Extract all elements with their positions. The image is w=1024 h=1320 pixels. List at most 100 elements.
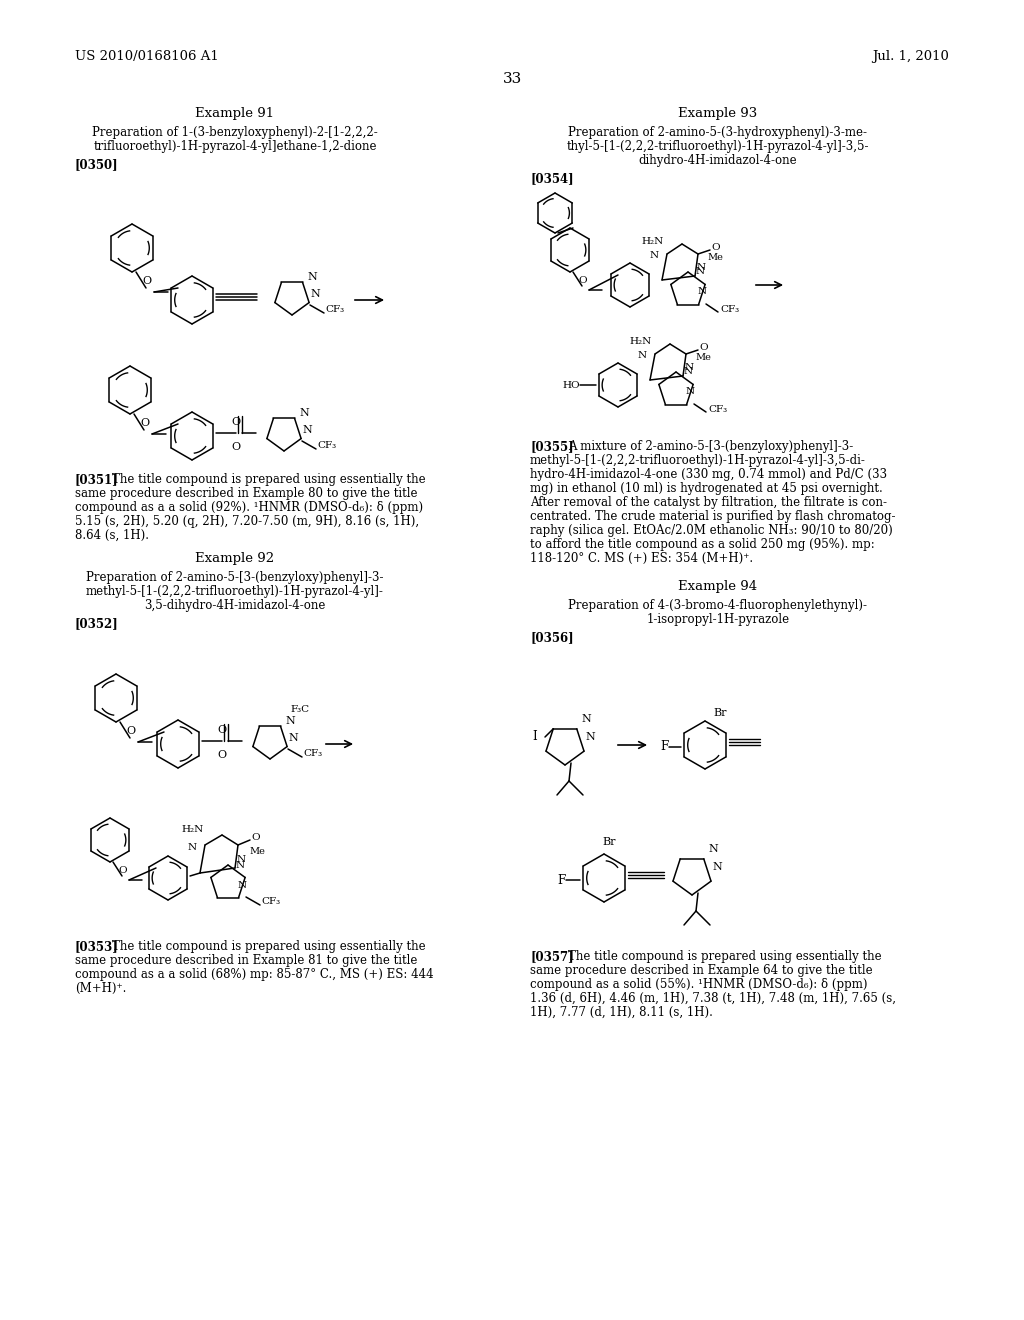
Text: [0357]: [0357] — [530, 950, 573, 964]
Text: CF₃: CF₃ — [708, 404, 727, 413]
Text: F₃C: F₃C — [290, 705, 309, 714]
Text: raphy (silica gel. EtOAc/2.0M ethanolic NH₃: 90/10 to 80/20): raphy (silica gel. EtOAc/2.0M ethanolic … — [530, 524, 893, 537]
Text: N: N — [236, 861, 245, 870]
Text: A mixture of 2-amino-5-[3-(benzyloxy)phenyl]-3-: A mixture of 2-amino-5-[3-(benzyloxy)phe… — [568, 440, 853, 453]
Text: CF₃: CF₃ — [303, 750, 323, 759]
Text: Example 93: Example 93 — [678, 107, 758, 120]
Text: After removal of the catalyst by filtration, the filtrate is con-: After removal of the catalyst by filtrat… — [530, 496, 887, 510]
Text: O: O — [231, 417, 241, 426]
Text: H₂N: H₂N — [642, 236, 664, 246]
Text: O: O — [140, 418, 150, 428]
Text: N: N — [285, 715, 295, 726]
Text: N: N — [698, 288, 708, 297]
Text: hydro-4H-imidazol-4-one (330 mg, 0.74 mmol) and Pd/C (33: hydro-4H-imidazol-4-one (330 mg, 0.74 mm… — [530, 469, 887, 480]
Text: N: N — [585, 733, 595, 742]
Text: Example 92: Example 92 — [196, 552, 274, 565]
Text: [0355]: [0355] — [530, 440, 573, 453]
Text: O: O — [217, 725, 226, 735]
Text: N: N — [302, 425, 311, 436]
Text: N: N — [638, 351, 647, 360]
Text: Preparation of 2-amino-5-(3-hydroxyphenyl)-3-me-: Preparation of 2-amino-5-(3-hydroxypheny… — [568, 125, 867, 139]
Text: to afford the title compound as a solid 250 mg (95%). mp:: to afford the title compound as a solid … — [530, 539, 874, 550]
Text: same procedure described in Example 64 to give the title: same procedure described in Example 64 t… — [530, 964, 872, 977]
Text: 3,5-dihydro-4H-imidazol-4-one: 3,5-dihydro-4H-imidazol-4-one — [144, 599, 326, 612]
Text: N: N — [712, 862, 722, 873]
Text: mg) in ethanol (10 ml) is hydrogenated at 45 psi overnight.: mg) in ethanol (10 ml) is hydrogenated a… — [530, 482, 883, 495]
Text: [0351]: [0351] — [75, 473, 119, 486]
Text: dihydro-4H-imidazol-4-one: dihydro-4H-imidazol-4-one — [639, 154, 798, 168]
Text: I: I — [532, 730, 537, 743]
Text: N: N — [288, 733, 298, 743]
Text: N: N — [685, 363, 694, 372]
Text: N: N — [697, 264, 707, 272]
Text: CF₃: CF₃ — [317, 441, 336, 450]
Text: O: O — [578, 276, 587, 285]
Text: Example 91: Example 91 — [196, 107, 274, 120]
Text: The title compound is prepared using essentially the: The title compound is prepared using ess… — [568, 950, 882, 964]
Text: methyl-5-[1-(2,2,2-trifluoroethyl)-1H-pyrazol-4-yl]-3,5-di-: methyl-5-[1-(2,2,2-trifluoroethyl)-1H-py… — [530, 454, 866, 467]
Text: 1H), 7.77 (d, 1H), 8.11 (s, 1H).: 1H), 7.77 (d, 1H), 8.11 (s, 1H). — [530, 1006, 713, 1019]
Text: Preparation of 4-(3-bromo-4-fluorophenylethynyl)-: Preparation of 4-(3-bromo-4-fluorophenyl… — [568, 599, 867, 612]
Text: (M+H)⁺.: (M+H)⁺. — [75, 982, 126, 995]
Text: compound as a a solid (92%). ¹HNMR (DMSO-d₆): δ (ppm): compound as a a solid (92%). ¹HNMR (DMSO… — [75, 502, 423, 513]
Text: O: O — [231, 442, 241, 451]
Text: O: O — [142, 276, 152, 286]
Text: HO: HO — [562, 380, 580, 389]
Text: The title compound is prepared using essentially the: The title compound is prepared using ess… — [112, 473, 426, 486]
Text: N: N — [708, 843, 718, 854]
Text: N: N — [238, 880, 247, 890]
Text: compound as a solid (55%). ¹HNMR (DMSO-d₆): δ (ppm): compound as a solid (55%). ¹HNMR (DMSO-d… — [530, 978, 867, 991]
Text: Jul. 1, 2010: Jul. 1, 2010 — [872, 50, 949, 63]
Text: F: F — [660, 741, 669, 754]
Text: CF₃: CF₃ — [720, 305, 739, 314]
Text: compound as a a solid (68%) mp: 85-87° C., MS (+) ES: 444: compound as a a solid (68%) mp: 85-87° C… — [75, 968, 433, 981]
Text: Preparation of 2-amino-5-[3-(benzyloxy)phenyl]-3-: Preparation of 2-amino-5-[3-(benzyloxy)p… — [86, 572, 384, 583]
Text: O: O — [217, 750, 226, 760]
Text: 1-isopropyl-1H-pyrazole: 1-isopropyl-1H-pyrazole — [646, 612, 790, 626]
Text: H₂N: H₂N — [630, 337, 652, 346]
Text: [0352]: [0352] — [75, 616, 119, 630]
Text: H₂N: H₂N — [181, 825, 204, 834]
Text: same procedure described in Example 80 to give the title: same procedure described in Example 80 t… — [75, 487, 418, 500]
Text: Br: Br — [602, 837, 615, 847]
Text: O: O — [711, 243, 720, 252]
Text: [0354]: [0354] — [530, 172, 573, 185]
Text: N: N — [581, 714, 591, 723]
Text: N: N — [237, 855, 246, 865]
Text: N: N — [299, 408, 309, 418]
Text: O: O — [126, 726, 135, 737]
Text: N: N — [650, 252, 659, 260]
Text: thyl-5-[1-(2,2,2-trifluoroethyl)-1H-pyrazol-4-yl]-3,5-: thyl-5-[1-(2,2,2-trifluoroethyl)-1H-pyra… — [566, 140, 869, 153]
Text: 118-120° C. MS (+) ES: 354 (M+H)⁺.: 118-120° C. MS (+) ES: 354 (M+H)⁺. — [530, 552, 753, 565]
Text: trifluoroethyl)-1H-pyrazol-4-yl]ethane-1,2-dione: trifluoroethyl)-1H-pyrazol-4-yl]ethane-1… — [93, 140, 377, 153]
Text: N: N — [684, 367, 693, 376]
Text: N: N — [187, 842, 197, 851]
Text: [0353]: [0353] — [75, 940, 119, 953]
Text: O: O — [118, 866, 127, 875]
Text: N: N — [686, 388, 695, 396]
Text: Preparation of 1-(3-benzyloxyphenyl)-2-[1-2,2,2-: Preparation of 1-(3-benzyloxyphenyl)-2-[… — [92, 125, 378, 139]
Text: 5.15 (s, 2H), 5.20 (q, 2H), 7.20-7.50 (m, 9H), 8.16 (s, 1H),: 5.15 (s, 2H), 5.20 (q, 2H), 7.20-7.50 (m… — [75, 515, 419, 528]
Text: Me: Me — [707, 253, 723, 263]
Text: [0356]: [0356] — [530, 631, 573, 644]
Text: The title compound is prepared using essentially the: The title compound is prepared using ess… — [112, 940, 426, 953]
Text: O: O — [251, 833, 260, 842]
Text: [0350]: [0350] — [75, 158, 119, 172]
Text: Me: Me — [249, 847, 265, 857]
Text: Br: Br — [713, 708, 726, 718]
Text: US 2010/0168106 A1: US 2010/0168106 A1 — [75, 50, 219, 63]
Text: CF₃: CF₃ — [261, 898, 281, 907]
Text: O: O — [699, 343, 708, 352]
Text: Me: Me — [695, 354, 711, 363]
Text: CF₃: CF₃ — [325, 305, 344, 314]
Text: F: F — [558, 874, 566, 887]
Text: 33: 33 — [503, 73, 521, 86]
Text: 8.64 (s, 1H).: 8.64 (s, 1H). — [75, 529, 150, 543]
Text: N: N — [310, 289, 319, 300]
Text: Example 94: Example 94 — [679, 579, 758, 593]
Text: N: N — [307, 272, 316, 282]
Text: centrated. The crude material is purified by flash chromatog-: centrated. The crude material is purifie… — [530, 510, 896, 523]
Text: methyl-5-[1-(2,2,2-trifluoroethyl)-1H-pyrazol-4-yl]-: methyl-5-[1-(2,2,2-trifluoroethyl)-1H-py… — [86, 585, 384, 598]
Text: same procedure described in Example 81 to give the title: same procedure described in Example 81 t… — [75, 954, 418, 968]
Text: N: N — [696, 268, 706, 276]
